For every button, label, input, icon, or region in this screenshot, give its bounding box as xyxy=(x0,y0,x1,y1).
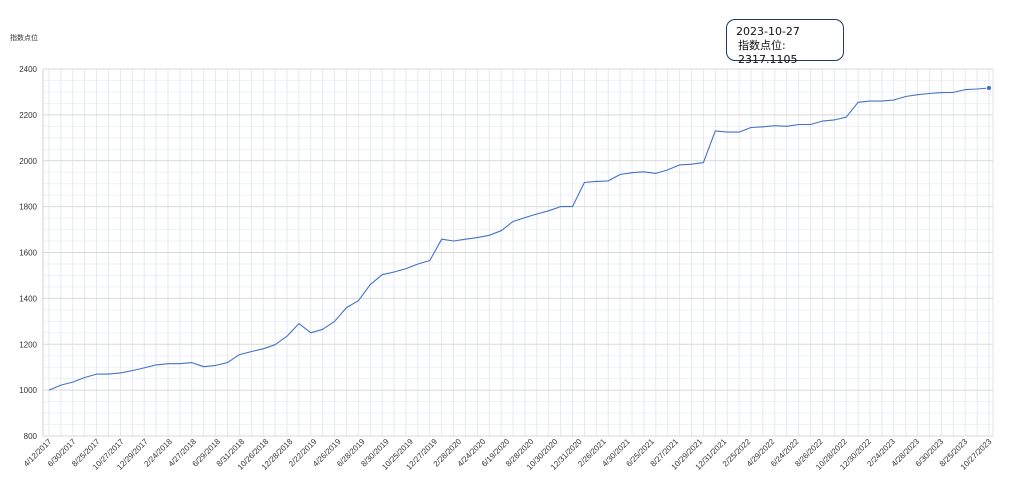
y-tick-label: 2400 xyxy=(19,65,37,74)
data-tooltip: 2023-10-27 指数点位: 2317.1105 xyxy=(726,19,844,66)
y-tick-label: 1800 xyxy=(19,203,37,212)
tooltip-value: 指数点位: 2317.1105 xyxy=(738,39,798,66)
y-tick-label: 2200 xyxy=(19,111,37,120)
y-tick-label: 1400 xyxy=(19,294,37,303)
grid-lines xyxy=(42,68,994,437)
y-tick-label: 2000 xyxy=(19,157,37,166)
y-tick-label: 1000 xyxy=(19,386,37,395)
y-axis-title: 指数点位 xyxy=(10,34,38,42)
y-tick-label: 800 xyxy=(24,432,38,441)
y-tick-label: 1600 xyxy=(19,249,37,258)
series-layer xyxy=(48,85,992,391)
highlight-point xyxy=(986,85,992,91)
x-tick-labels: 4/12/20176/30/20178/25/201710/27/201712/… xyxy=(22,437,994,472)
tooltip-date: 2023-10-27 xyxy=(736,25,800,38)
series-line xyxy=(48,87,990,391)
y-tick-label: 1200 xyxy=(19,340,37,349)
y-tick-labels: 800 1000 1200 1400 1600 1800 2000 2200 2400 xyxy=(19,65,37,441)
